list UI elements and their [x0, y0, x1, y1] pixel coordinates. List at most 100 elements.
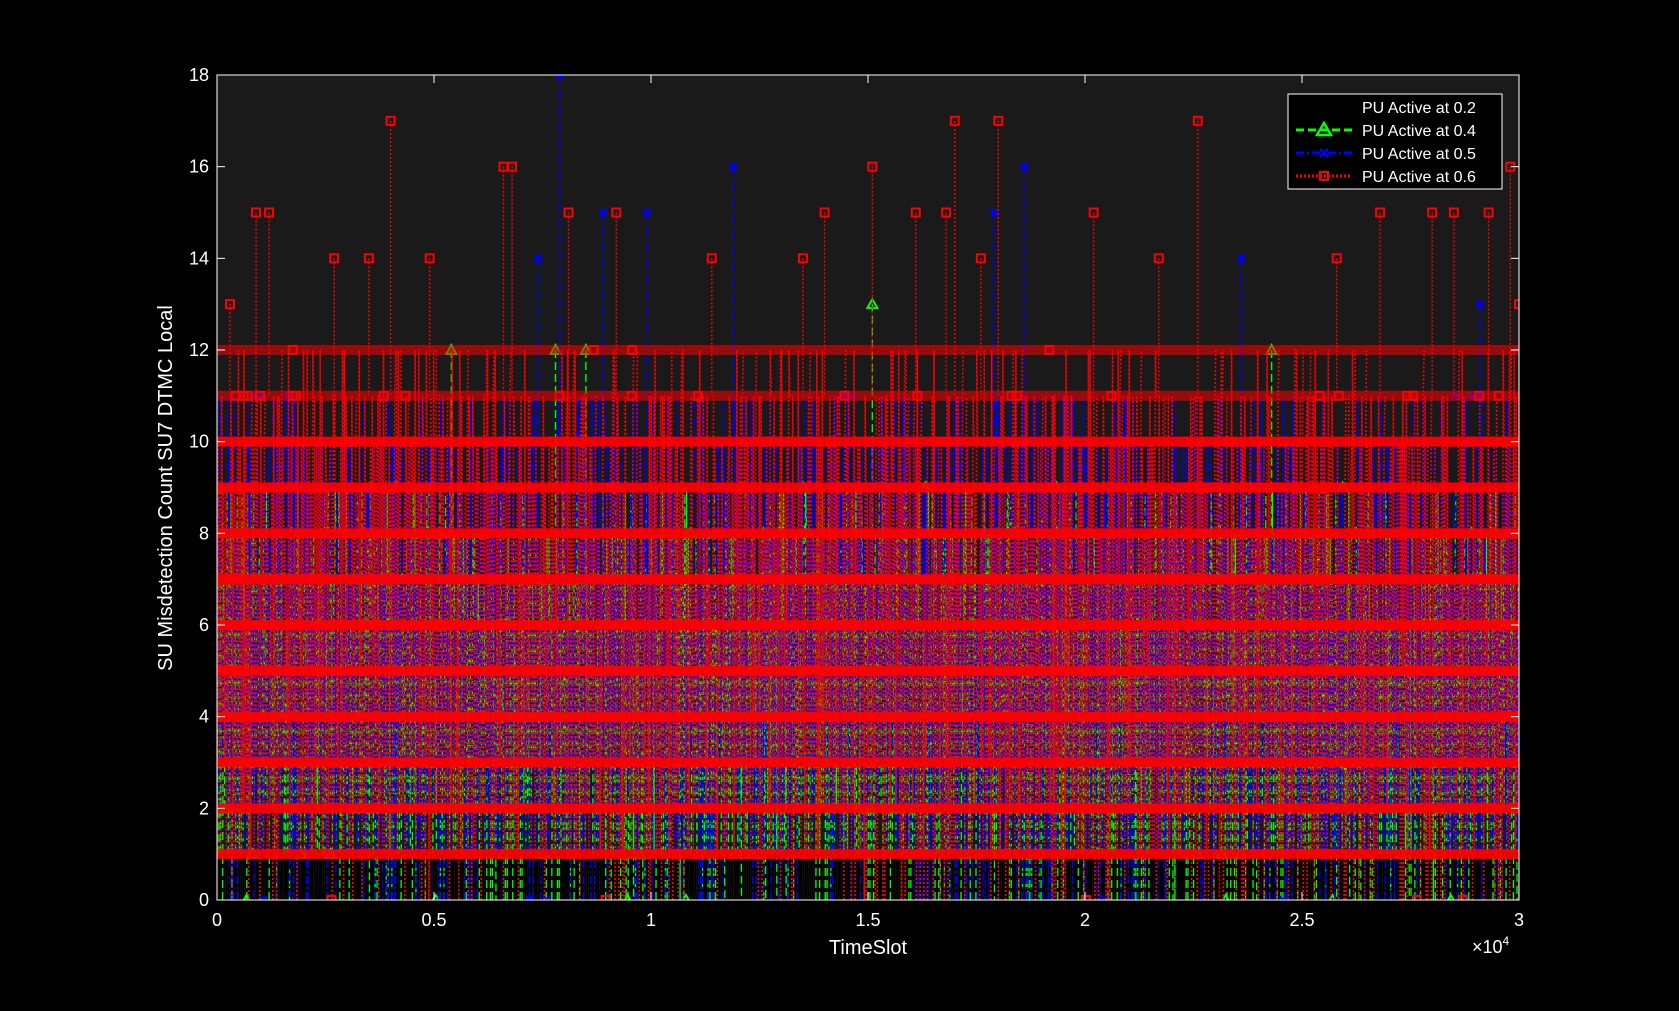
data-point: [1251, 436, 1262, 447]
data-point: [639, 528, 650, 539]
data-point: [363, 482, 374, 493]
data-point: [627, 345, 638, 355]
data-point: [1109, 895, 1120, 900]
data-point: [1099, 895, 1109, 900]
data-point: [506, 436, 517, 447]
data-point: [1018, 895, 1029, 900]
data-point: [1500, 895, 1511, 900]
data-point: [1429, 665, 1440, 676]
data-point: [1243, 482, 1254, 493]
data-point: [696, 895, 707, 900]
data-point: [1514, 299, 1519, 310]
data-point: [1284, 574, 1295, 585]
data-point: [282, 436, 293, 447]
data-point: [995, 849, 1006, 860]
data-point: [514, 528, 525, 539]
data-point: [1133, 574, 1144, 585]
data-point: [235, 711, 246, 722]
data-point: [1186, 803, 1197, 814]
data-point: [660, 620, 671, 630]
data-point: [1433, 574, 1444, 585]
data-point: [588, 345, 599, 355]
marker-band: [217, 390, 1519, 401]
data-point: [941, 207, 952, 218]
data-point: [555, 75, 565, 80]
data-point: [1484, 803, 1495, 814]
data-point: [329, 253, 340, 264]
data-point: [638, 803, 649, 814]
data-point: [856, 528, 867, 539]
x-tick-label: 2.5: [1289, 910, 1314, 930]
data-point: [1262, 849, 1273, 860]
data-point: [507, 161, 518, 172]
data-point: [1446, 528, 1457, 539]
data-point: [439, 665, 450, 676]
data-point: [1106, 390, 1117, 401]
data-point: [449, 895, 460, 900]
data-point: [1079, 528, 1090, 539]
data-point: [487, 665, 498, 676]
data-point: [903, 757, 914, 768]
data-point: [827, 528, 838, 539]
data-point: [455, 849, 466, 860]
data-point: [671, 849, 682, 860]
data-point: [1044, 345, 1055, 355]
data-point: [402, 436, 413, 447]
data-point: [1190, 895, 1201, 900]
data-point: [264, 207, 275, 218]
data-point: [642, 208, 652, 217]
data-point: [923, 803, 934, 814]
data-point: [1444, 665, 1455, 676]
marker-band: [217, 482, 1519, 493]
y-tick-label: 6: [199, 615, 209, 635]
data-point: [626, 574, 637, 585]
data-point: [791, 803, 802, 814]
data-point: [1498, 436, 1509, 447]
data-point: [251, 207, 262, 218]
data-point: [1392, 895, 1403, 900]
marker-band: [217, 711, 1519, 722]
data-point: [1278, 895, 1288, 900]
data-point: [611, 207, 622, 218]
data-point: [1465, 436, 1476, 447]
data-point: [465, 849, 476, 860]
data-point: [941, 665, 952, 676]
legend-marker: [1318, 101, 1330, 113]
data-point: [476, 482, 487, 493]
data-point: [1272, 665, 1283, 676]
data-point: [1474, 390, 1485, 401]
data-point: [1226, 436, 1237, 447]
data-point: [1356, 895, 1367, 900]
data-point: [722, 711, 733, 722]
data-point: [859, 665, 870, 676]
data-point: [1448, 207, 1459, 218]
marker-band: [217, 436, 1519, 447]
y-tick-label: 12: [189, 340, 209, 360]
data-point: [363, 803, 374, 814]
data-point: [363, 253, 374, 264]
data-point: [287, 345, 298, 355]
data-point: [1041, 895, 1052, 900]
data-point: [1061, 574, 1072, 585]
data-point: [874, 665, 885, 676]
data-point: [989, 208, 999, 217]
data-point: [490, 620, 501, 630]
data-point: [1484, 574, 1495, 585]
data-point: [424, 253, 435, 264]
x-axis-exponent: ×104: [1472, 934, 1510, 957]
data-point: [1230, 757, 1241, 768]
data-point: [1493, 390, 1504, 401]
x-tick-label: 0.5: [421, 910, 446, 930]
data-point: [242, 390, 253, 401]
data-point: [1167, 665, 1178, 676]
data-point: [857, 574, 868, 585]
data-point: [1319, 528, 1330, 539]
data-point: [506, 895, 517, 900]
data-point: [1178, 482, 1189, 493]
data-point: [1320, 482, 1331, 493]
data-point: [1025, 574, 1036, 585]
data-point: [882, 895, 893, 900]
data-point: [795, 574, 806, 585]
data-point: [1028, 849, 1039, 860]
